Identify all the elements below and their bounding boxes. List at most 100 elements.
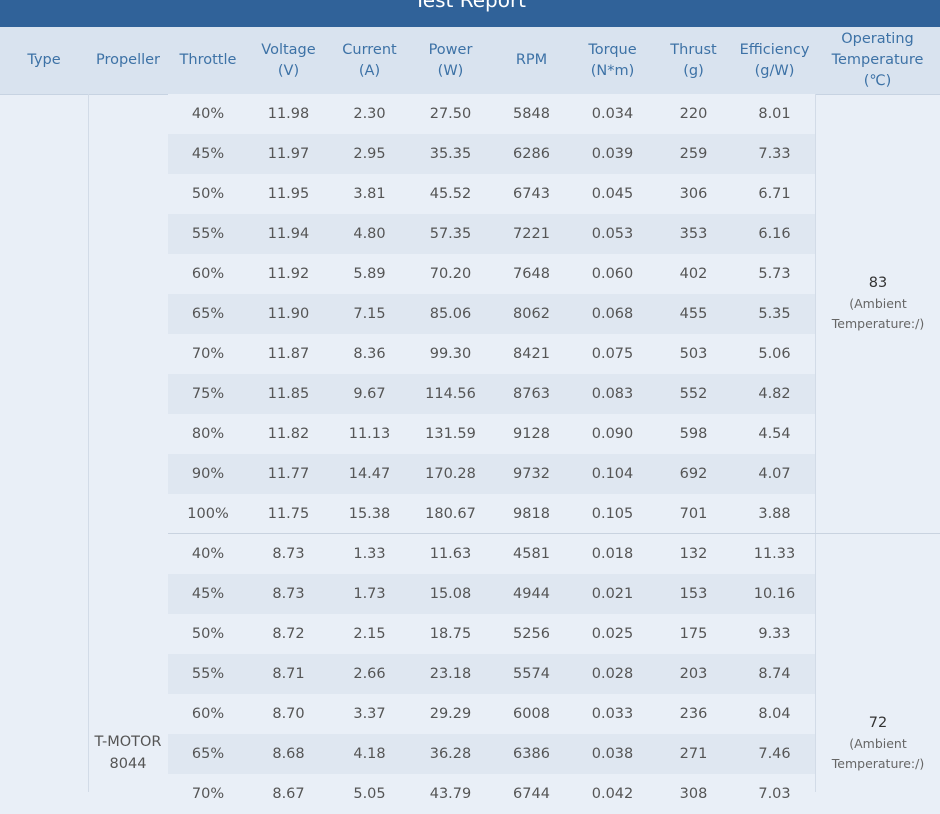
cell-voltage: 11.95 xyxy=(248,174,329,214)
cell-power: 131.59 xyxy=(410,414,491,454)
cell-rpm: 6743 xyxy=(491,174,572,214)
cell-thrust: 203 xyxy=(653,654,734,694)
cell-current: 14.47 xyxy=(329,454,410,494)
cell-efficiency: 5.73 xyxy=(734,254,815,294)
cell-power: 45.52 xyxy=(410,174,491,214)
cell-power: 15.08 xyxy=(410,574,491,614)
cell-throttle: 50% xyxy=(168,174,248,214)
cell-efficiency: 7.03 xyxy=(734,774,815,814)
cell-power: 85.06 xyxy=(410,294,491,334)
cell-throttle: 65% xyxy=(168,734,248,774)
cell-throttle: 70% xyxy=(168,334,248,374)
cell-power: 18.75 xyxy=(410,614,491,654)
cell-efficiency: 8.74 xyxy=(734,654,815,694)
cell-efficiency: 6.16 xyxy=(734,214,815,254)
cell-current: 3.81 xyxy=(329,174,410,214)
cell-efficiency: 7.46 xyxy=(734,734,815,774)
cell-torque: 0.039 xyxy=(572,134,653,174)
cell-current: 11.13 xyxy=(329,414,410,454)
column-divider xyxy=(88,94,89,792)
cell-current: 5.89 xyxy=(329,254,410,294)
cell-voltage: 8.67 xyxy=(248,774,329,814)
cell-thrust: 598 xyxy=(653,414,734,454)
header-throttle: Throttle xyxy=(168,27,248,94)
cell-thrust: 153 xyxy=(653,574,734,614)
cell-throttle: 75% xyxy=(168,374,248,414)
cell-thrust: 353 xyxy=(653,214,734,254)
cell-throttle: 45% xyxy=(168,574,248,614)
cell-torque: 0.053 xyxy=(572,214,653,254)
cell-thrust: 503 xyxy=(653,334,734,374)
cell-rpm: 9732 xyxy=(491,454,572,494)
cell-torque: 0.042 xyxy=(572,774,653,814)
header-torque: Torque(N*m) xyxy=(572,27,653,94)
cell-throttle: 60% xyxy=(168,254,248,294)
cell-torque: 0.028 xyxy=(572,654,653,694)
cell-current: 4.18 xyxy=(329,734,410,774)
report-title: Test Report xyxy=(0,0,940,13)
cell-power: 35.35 xyxy=(410,134,491,174)
cell-power: 27.50 xyxy=(410,94,491,134)
cell-voltage: 11.85 xyxy=(248,374,329,414)
cell-efficiency: 9.33 xyxy=(734,614,815,654)
cell-throttle: 45% xyxy=(168,134,248,174)
cell-efficiency: 4.82 xyxy=(734,374,815,414)
cell-power: 43.79 xyxy=(410,774,491,814)
cell-voltage: 11.90 xyxy=(248,294,329,334)
cell-torque: 0.060 xyxy=(572,254,653,294)
cell-efficiency: 3.88 xyxy=(734,494,815,534)
cell-throttle: 90% xyxy=(168,454,248,494)
cell-torque: 0.018 xyxy=(572,534,653,574)
cell-thrust: 271 xyxy=(653,734,734,774)
cell-voltage: 11.82 xyxy=(248,414,329,454)
cell-throttle: 55% xyxy=(168,214,248,254)
cell-rpm: 7648 xyxy=(491,254,572,294)
cell-voltage: 8.68 xyxy=(248,734,329,774)
cell-throttle: 40% xyxy=(168,534,248,574)
cell-efficiency: 5.06 xyxy=(734,334,815,374)
cell-power: 70.20 xyxy=(410,254,491,294)
cell-torque: 0.034 xyxy=(572,94,653,134)
cell-thrust: 701 xyxy=(653,494,734,534)
report-title-bar: Test Report xyxy=(0,0,940,27)
cell-current: 2.15 xyxy=(329,614,410,654)
cell-voltage: 11.92 xyxy=(248,254,329,294)
cell-efficiency: 4.07 xyxy=(734,454,815,494)
cell-thrust: 220 xyxy=(653,94,734,134)
cell-rpm: 6386 xyxy=(491,734,572,774)
header-thrust: Thrust(g) xyxy=(653,27,734,94)
cell-torque: 0.075 xyxy=(572,334,653,374)
cell-voltage: 8.73 xyxy=(248,574,329,614)
cell-throttle: 80% xyxy=(168,414,248,454)
header-type: Type xyxy=(0,27,88,94)
cell-efficiency: 5.35 xyxy=(734,294,815,334)
cell-voltage: 11.97 xyxy=(248,134,329,174)
cell-torque: 0.021 xyxy=(572,574,653,614)
cell-power: 180.67 xyxy=(410,494,491,534)
cell-efficiency: 8.04 xyxy=(734,694,815,734)
cell-torque: 0.105 xyxy=(572,494,653,534)
cell-power: 99.30 xyxy=(410,334,491,374)
header-propeller: Propeller xyxy=(88,27,168,94)
cell-rpm: 8421 xyxy=(491,334,572,374)
cell-thrust: 402 xyxy=(653,254,734,294)
cell-rpm: 8062 xyxy=(491,294,572,334)
cell-thrust: 132 xyxy=(653,534,734,574)
cell-rpm: 6744 xyxy=(491,774,572,814)
cell-thrust: 236 xyxy=(653,694,734,734)
cell-power: 57.35 xyxy=(410,214,491,254)
cell-current: 15.38 xyxy=(329,494,410,534)
cell-power: 29.29 xyxy=(410,694,491,734)
